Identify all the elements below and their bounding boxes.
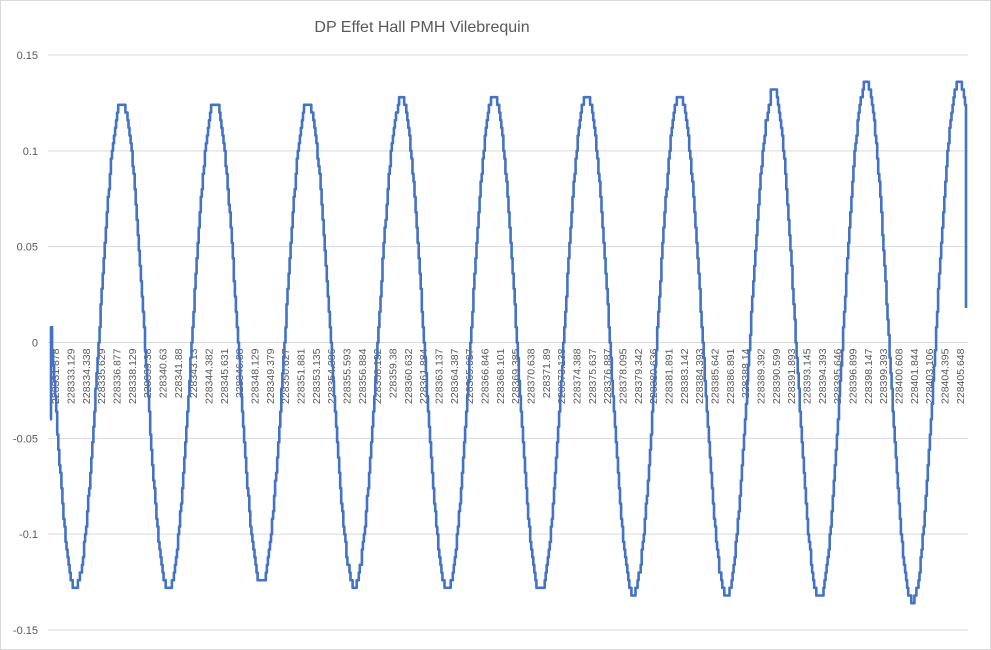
x-tick-label: 228384.393 — [694, 348, 706, 404]
x-tick-label: 228385.642 — [710, 348, 722, 404]
x-tick-label: 228360.632 — [403, 348, 415, 404]
x-tick-label: 228405.648 — [955, 348, 967, 404]
x-tick-label: 228370.638 — [526, 348, 538, 404]
x-tick-label: 228378.095 — [618, 348, 630, 404]
x-tick-label: 228364.387 — [449, 348, 461, 404]
x-tick-label: 228379.342 — [633, 348, 645, 404]
y-tick-label: -0.05 — [13, 433, 38, 445]
x-tick-label: 228371.89 — [541, 348, 553, 398]
y-axis-ticks: 0.15 0.1 0.05 0 -0.05 -0.1 -0.15 — [13, 50, 38, 637]
gridlines — [48, 54, 968, 631]
y-tick-label: -0.15 — [13, 625, 38, 637]
x-tick-label: 228399.393 — [878, 348, 890, 404]
x-tick-label: 228389.392 — [756, 348, 768, 404]
x-tick-label: 228353.135 — [311, 348, 323, 404]
x-tick-label: 228394.393 — [817, 348, 829, 404]
x-tick-label: 228386.891 — [725, 348, 737, 404]
x-tick-label: 228375.637 — [587, 348, 599, 404]
x-tick-label: 228333.129 — [66, 348, 78, 404]
x-tick-label: 228341.88 — [173, 348, 185, 398]
x-tick-label: 228355.593 — [342, 348, 354, 404]
x-tick-label: 228349.379 — [265, 348, 277, 404]
y-tick-label: 0 — [32, 338, 38, 350]
x-tick-label: 228356.884 — [357, 348, 369, 404]
x-tick-label: 228344.382 — [204, 348, 216, 404]
x-tick-label: 228381.891 — [664, 348, 676, 404]
y-tick-label: 0.1 — [23, 146, 38, 158]
x-tick-label: 228335.629 — [96, 348, 108, 404]
x-tick-label: 228336.877 — [112, 348, 124, 404]
x-tick-label: 228359.38 — [388, 348, 400, 398]
y-tick-label: 0.15 — [17, 50, 38, 62]
x-tick-label: 228363.137 — [434, 348, 446, 404]
x-tick-label: 228396.899 — [848, 348, 860, 404]
x-tick-label: 228348.129 — [250, 348, 262, 404]
y-tick-label: 0.05 — [17, 242, 38, 254]
y-tick-label: -0.1 — [19, 529, 38, 541]
x-tick-label: 228338.129 — [127, 348, 139, 404]
x-tick-label: 228334.338 — [81, 348, 93, 404]
x-tick-label: 228390.599 — [771, 348, 783, 404]
x-tick-label: 228401.844 — [909, 348, 921, 404]
x-tick-label: 228404.395 — [940, 348, 952, 404]
series-line — [49, 80, 968, 605]
chart-title: DP Effet Hall PMH Vilebrequin — [314, 19, 530, 36]
x-tick-label: 228383.142 — [679, 348, 691, 404]
series — [49, 80, 968, 605]
x-tick-label: 228374.388 — [572, 348, 584, 404]
x-tick-label: 228340.63 — [158, 348, 170, 398]
x-tick-label: 228345.631 — [219, 348, 231, 404]
x-tick-label: 228368.101 — [495, 348, 507, 404]
x-tick-label: 228393.145 — [802, 348, 814, 404]
x-axis-ticks: 228331.878 228333.129 228334.338 228335.629… — [50, 348, 967, 404]
x-tick-label: 228366.846 — [480, 348, 492, 404]
x-tick-label: 228398.147 — [863, 348, 875, 404]
x-tick-label: 228351.881 — [296, 348, 308, 404]
x-tick-label: 228400.608 — [894, 348, 906, 404]
x-tick-label: 228391.893 — [786, 348, 798, 404]
